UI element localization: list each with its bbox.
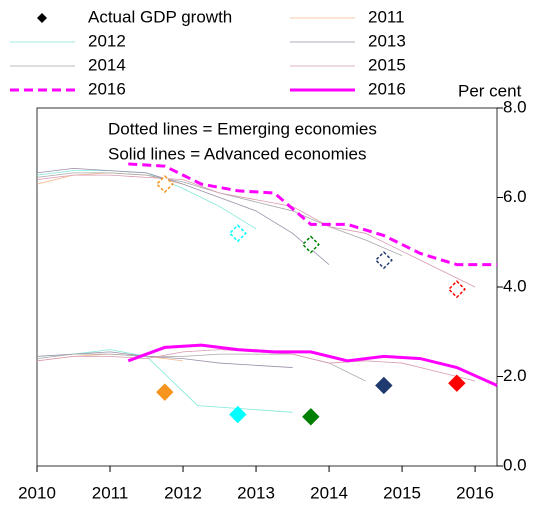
annotation: Dotted lines = Emerging economies bbox=[108, 119, 377, 138]
x-tick-label: 2012 bbox=[164, 483, 202, 502]
x-tick-label: 2010 bbox=[18, 483, 56, 502]
y-tick-label: 8.0 bbox=[503, 97, 527, 116]
x-tick-label: 2011 bbox=[92, 483, 129, 502]
actual-marker bbox=[302, 408, 320, 426]
legend-label: 2011 bbox=[368, 7, 405, 26]
legend-label: Actual GDP growth bbox=[88, 7, 232, 26]
y-tick-label: 4.0 bbox=[503, 276, 527, 295]
series-line bbox=[36, 174, 476, 288]
y-tick-label: 2.0 bbox=[503, 366, 527, 385]
actual-marker bbox=[228, 224, 247, 243]
legend-label: 2014 bbox=[88, 55, 126, 74]
actual-marker bbox=[155, 175, 174, 194]
legend-marker bbox=[37, 13, 47, 23]
actual-marker bbox=[447, 280, 466, 299]
actual-marker bbox=[374, 251, 393, 270]
series-line bbox=[36, 172, 403, 257]
y-tick-label: 0.0 bbox=[503, 455, 527, 474]
actual-marker bbox=[301, 235, 320, 254]
actual-marker bbox=[375, 376, 393, 395]
annotation: Solid lines = Advanced economies bbox=[108, 144, 366, 163]
y-tick-label: 6.0 bbox=[503, 187, 527, 206]
series-line bbox=[127, 343, 498, 387]
legend-label: 2015 bbox=[368, 55, 406, 74]
y-axis-label: Per cent bbox=[458, 81, 522, 100]
legend-label: 2016 bbox=[368, 79, 406, 98]
series-line bbox=[36, 349, 293, 413]
legend-label: 2012 bbox=[88, 31, 126, 50]
x-tick-label: 2015 bbox=[383, 483, 421, 502]
series-line bbox=[36, 170, 257, 230]
actual-marker bbox=[156, 383, 174, 401]
series-line bbox=[128, 162, 497, 267]
series-line bbox=[36, 353, 366, 382]
x-tick-label: 2014 bbox=[310, 483, 348, 502]
legend-label: 2013 bbox=[368, 31, 406, 50]
x-tick-label: 2016 bbox=[456, 483, 494, 502]
legend-label: 2016 bbox=[88, 79, 126, 98]
x-tick-label: 2013 bbox=[237, 483, 275, 502]
series-line bbox=[36, 168, 330, 265]
actual-marker bbox=[448, 374, 466, 392]
actual-marker bbox=[229, 405, 247, 424]
